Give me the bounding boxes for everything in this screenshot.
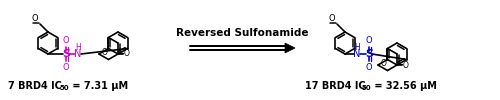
Text: Reversed Sulfonamide: Reversed Sulfonamide <box>176 28 309 38</box>
Text: O: O <box>328 14 335 23</box>
Text: H: H <box>354 43 360 52</box>
Text: 7 BRD4 IC: 7 BRD4 IC <box>8 81 62 91</box>
Polygon shape <box>285 43 295 53</box>
Text: N: N <box>354 49 360 59</box>
Text: O: O <box>62 63 70 72</box>
Text: H: H <box>75 43 81 52</box>
Text: 50: 50 <box>60 85 70 91</box>
Text: = 32.56 μM: = 32.56 μM <box>371 81 437 91</box>
Text: O: O <box>32 14 38 23</box>
Text: O: O <box>62 36 70 45</box>
Text: 50: 50 <box>362 85 372 91</box>
Text: S: S <box>62 49 70 59</box>
Text: O: O <box>366 63 372 72</box>
Text: O: O <box>366 36 372 45</box>
Text: S: S <box>365 49 373 59</box>
Text: N: N <box>74 49 82 59</box>
Text: O: O <box>381 59 386 68</box>
Text: O: O <box>102 48 108 57</box>
Text: = 7.31 μM: = 7.31 μM <box>69 81 128 91</box>
Text: O: O <box>124 50 130 58</box>
Text: 17 BRD4 IC: 17 BRD4 IC <box>305 81 366 91</box>
Text: O: O <box>403 60 409 70</box>
